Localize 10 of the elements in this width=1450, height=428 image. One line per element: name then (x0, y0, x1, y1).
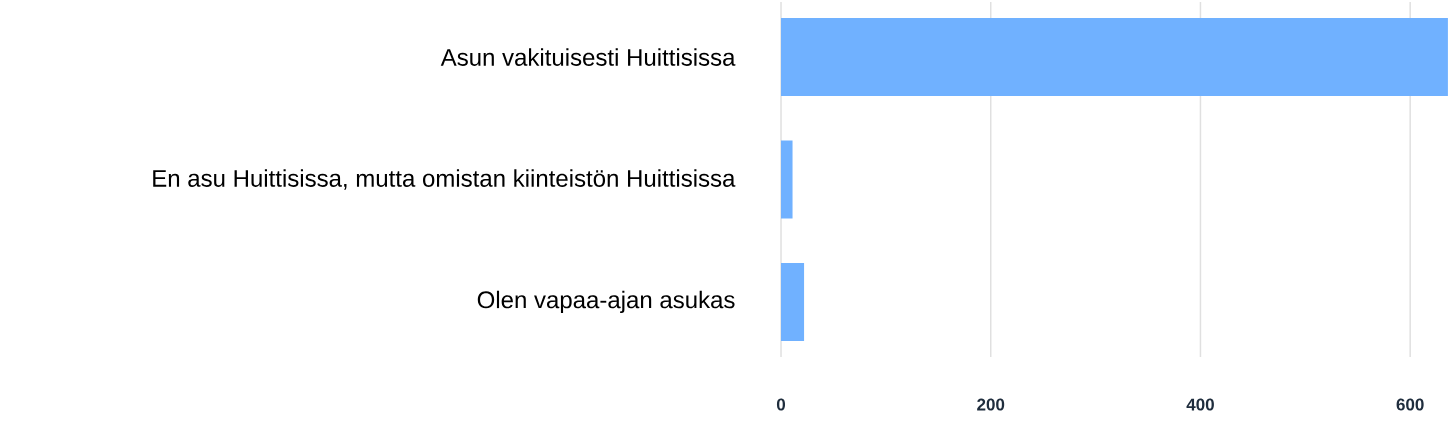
x-tick-label: 400 (1186, 398, 1214, 411)
y-tick-label: En asu Huittisissa, mutta omistan kiinteistön Huittisissa (153, 169, 736, 190)
y-tick-label: Olen vapaa-ajan asukas (477, 290, 735, 314)
y-tick-label: Asun vakituisesti Huittisissa (440, 48, 736, 66)
x-tick-label: 200 (977, 398, 1005, 411)
bar (781, 18, 1448, 97)
bar (781, 262, 805, 341)
bar (781, 140, 793, 219)
x-tick-label: 600 (1396, 398, 1424, 411)
x-tick-label: 0 (776, 398, 786, 411)
